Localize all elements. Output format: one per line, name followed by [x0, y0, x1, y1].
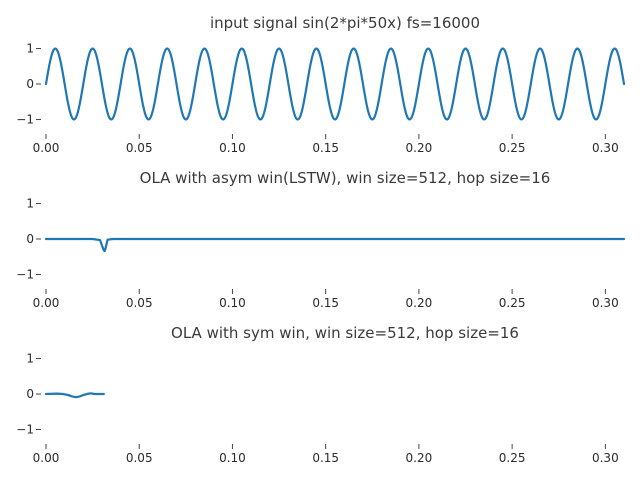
y-tick-label: 1: [26, 197, 34, 211]
x-tick-label: 0.20: [406, 296, 433, 310]
x-tick-label: 0.15: [312, 141, 339, 155]
subplot-input-signal: input signal sin(2*pi*50x) fs=16000 0.00 0…: [16, 14, 626, 155]
x-tick-label: 0.10: [219, 296, 246, 310]
subplot-ola-asym-window: OLA with asym win(LSTW), win size=512, h…: [16, 169, 626, 310]
x-tick-label: 0.30: [592, 296, 619, 310]
x-tick-label: 0.25: [499, 451, 526, 465]
x-tick-label: 0.20: [406, 141, 433, 155]
series-line: [44, 237, 626, 253]
x-tick-label: 0.05: [126, 451, 153, 465]
y-tick-label: −1: [16, 422, 34, 436]
x-tick-label: 0.15: [312, 296, 339, 310]
y-tick-label: 1: [26, 42, 34, 56]
subplot-ola-sym-window: OLA with sym win, win size=512, hop size…: [16, 324, 618, 465]
x-tick-label: 0.30: [592, 451, 619, 465]
series-line: [44, 392, 105, 399]
x-tick-label: 0.20: [406, 451, 433, 465]
chart-title: OLA with sym win, win size=512, hop size…: [171, 324, 519, 342]
chart-title: input signal sin(2*pi*50x) fs=16000: [210, 14, 480, 32]
y-tick-label: −1: [16, 267, 34, 281]
y-tick-label: 0: [26, 77, 34, 91]
y-tick-label: 0: [26, 232, 34, 246]
x-tick-label: 0.25: [499, 296, 526, 310]
x-tick-label: 0.05: [126, 141, 153, 155]
x-tick-label: 0.10: [219, 451, 246, 465]
x-tick-label: 0.00: [33, 141, 60, 155]
x-tick-label: 0.00: [33, 451, 60, 465]
chart-title: OLA with asym win(LSTW), win size=512, h…: [140, 169, 551, 187]
x-tick-label: 0.05: [126, 296, 153, 310]
series-line: [44, 47, 626, 121]
x-tick-label: 0.15: [312, 451, 339, 465]
x-tick-label: 0.25: [499, 141, 526, 155]
x-tick-label: 0.30: [592, 141, 619, 155]
y-tick-label: 0: [26, 387, 34, 401]
x-tick-label: 0.10: [219, 141, 246, 155]
y-tick-label: 1: [26, 352, 34, 366]
x-tick-label: 0.00: [33, 296, 60, 310]
y-tick-label: −1: [16, 112, 34, 126]
